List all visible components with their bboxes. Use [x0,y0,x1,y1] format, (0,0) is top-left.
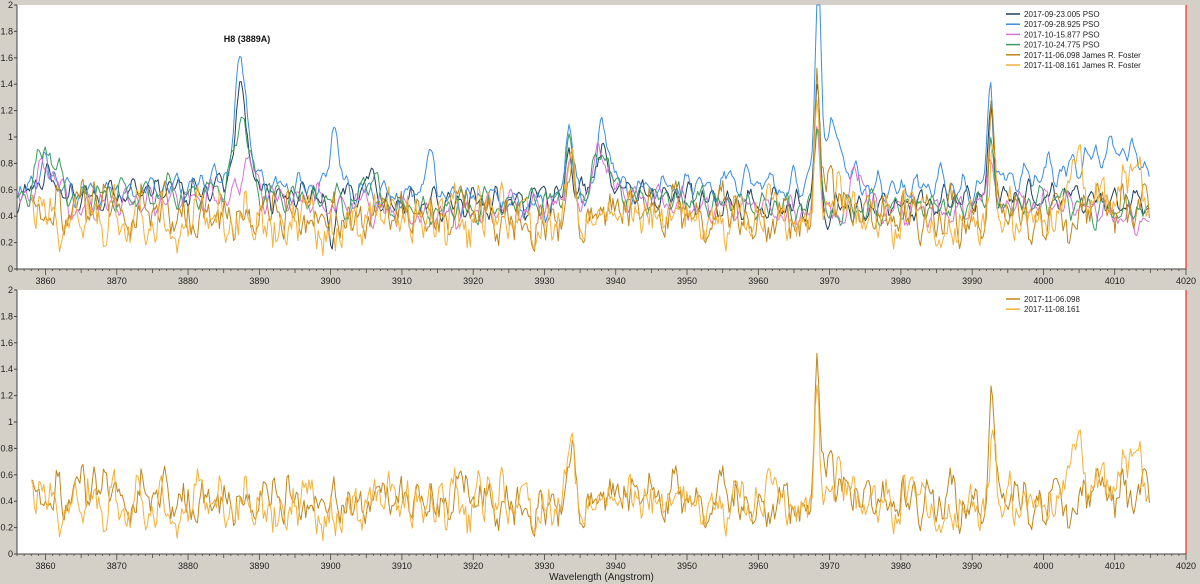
x-tick-label: 3930 [534,276,554,286]
y-tick-label: 0.8 [0,443,13,453]
x-tick-label: 3880 [178,276,198,286]
legend-entry: 2017-10-15.877 PSO [1024,30,1100,39]
x-tick-label: 4010 [1105,561,1125,571]
legend-entry: 2017-11-06.098 James R. Foster [1024,51,1141,60]
y-tick-label: 1.4 [0,79,13,89]
y-tick-label: 0 [8,549,13,559]
y-tick-label: 2 [8,285,13,295]
x-tick-label: 3960 [748,561,768,571]
x-tick-label: 3910 [392,276,412,286]
x-tick-label: 3870 [107,276,127,286]
y-tick-label: 0.8 [0,158,13,168]
y-tick-label: 1 [8,417,13,427]
y-tick-label: 1 [8,132,13,142]
y-tick-label: 0.6 [0,185,13,195]
y-tick-label: 1.2 [0,391,13,401]
legend-entry: 2017-11-08.161 [1024,305,1080,314]
y-tick-label: 1.2 [0,106,13,116]
y-tick-label: 0.6 [0,470,13,480]
y-tick-label: 1.4 [0,364,13,374]
y-tick-label: 0.2 [0,523,13,533]
x-tick-label: 3950 [677,276,697,286]
x-tick-label: 3980 [891,276,911,286]
y-tick-label: 0.2 [0,238,13,248]
y-tick-label: 2 [8,0,13,10]
annotation-label: H8 (3889A) [224,34,271,44]
series-line-3 [16,125,1150,237]
y-tick-label: 1.8 [0,26,13,36]
x-tick-label: 4020 [1176,276,1196,286]
y-tick-label: 1.6 [0,338,13,348]
series-line-4 [16,116,1150,231]
x-tick-label: 4010 [1105,276,1125,286]
legend-entry: 2017-11-06.098 [1024,295,1080,304]
series-line-6 [30,99,1150,257]
x-tick-label: 3930 [534,561,554,571]
x-tick-label: 3990 [962,561,982,571]
x-tick-label: 3950 [677,561,697,571]
legend-entry: 2017-09-23.005 PSO [1024,10,1100,19]
x-tick-label: 3970 [820,561,840,571]
legend-entry: 2017-11-08.161 James R. Foster [1024,61,1141,70]
y-tick-label: 1.6 [0,53,13,63]
x-tick-label: 3960 [748,276,768,286]
x-tick-label: 3910 [392,561,412,571]
x-tick-label: 3890 [249,561,269,571]
y-tick-label: 0 [8,264,13,274]
x-tick-label: 3940 [606,276,626,286]
x-tick-label: 3860 [35,561,55,571]
y-tick-label: 0.4 [0,496,13,506]
legend-entry: 2017-09-28.925 PSO [1024,20,1100,29]
x-tick-label: 3900 [321,276,341,286]
x-tick-label: 3880 [178,561,198,571]
x-tick-label: 3940 [606,561,626,571]
x-axis-title: Wavelength (Angstrom) [549,572,654,583]
x-tick-label: 3920 [463,561,483,571]
x-tick-label: 3990 [962,276,982,286]
x-tick-label: 3980 [891,561,911,571]
series-line-2 [30,384,1150,542]
x-tick-label: 3900 [321,561,341,571]
x-tick-label: 4020 [1176,561,1196,571]
x-tick-label: 4000 [1033,276,1053,286]
y-tick-label: 1.8 [0,311,13,321]
x-tick-label: 3890 [249,276,269,286]
x-tick-label: 4000 [1033,561,1053,571]
x-tick-label: 3870 [107,561,127,571]
y-tick-label: 0.4 [0,211,13,221]
x-tick-label: 3920 [463,276,483,286]
legend-entry: 2017-10-24.775 PSO [1024,41,1100,50]
x-tick-label: 3860 [35,276,55,286]
x-tick-label: 3970 [820,276,840,286]
